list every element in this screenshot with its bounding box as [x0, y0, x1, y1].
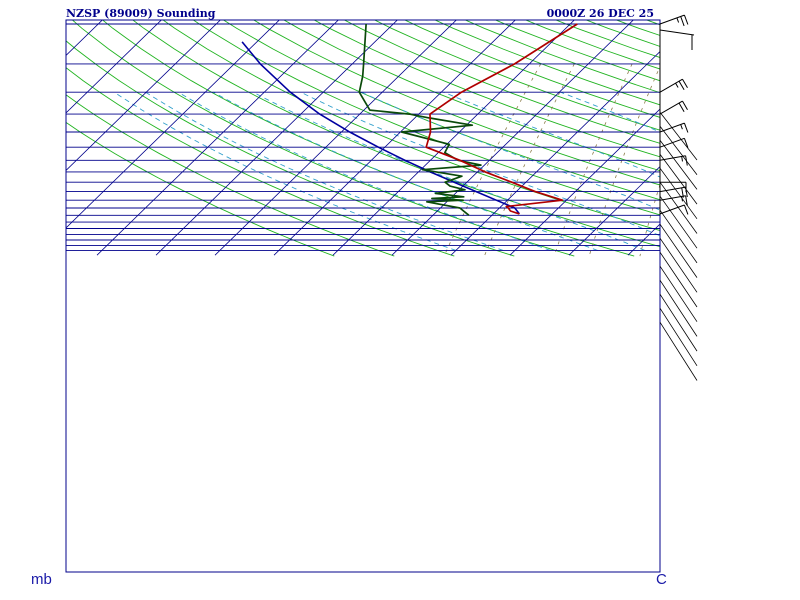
index-connector [659, 279, 698, 337]
dry-adiabat-320 [283, 20, 660, 172]
wind-barb-shaft [659, 14, 685, 25]
dry-adiabat-330 [313, 20, 660, 158]
index-connector [659, 293, 698, 352]
dry-adiabat-340 [343, 20, 660, 144]
wind-barb-flag [683, 14, 689, 25]
wind-barb-shaft [659, 78, 683, 93]
moist-adiabat--24 [177, 91, 551, 251]
index-connector [659, 167, 698, 220]
index-connector [659, 29, 695, 36]
sounding-traces [241, 23, 578, 216]
wind-barb-flag [680, 124, 683, 130]
wind-barb-shaft [659, 195, 686, 201]
moist-adiabat--40 [114, 91, 457, 251]
isotherm--130 [66, 20, 162, 114]
wind-barb-flag [685, 195, 688, 206]
mixing-ratio-line-0.2 [483, 63, 575, 257]
wind-barb-flag [675, 82, 679, 88]
wind-barb-flag [680, 16, 685, 27]
wind-barb-flag [678, 80, 685, 91]
index-connector [659, 265, 698, 322]
wind-barb-flag [682, 78, 688, 89]
dewpoint-trace [358, 23, 482, 216]
chart-title: NZSP (89009) Sounding [66, 7, 216, 20]
wind-barb-flag [682, 100, 688, 111]
index-connector [659, 237, 698, 293]
mixing-ratio-line-1 [588, 65, 660, 257]
index-connector [659, 111, 698, 161]
index-connector [659, 251, 698, 308]
mixing-ratio-line-2 [639, 183, 660, 257]
wind-barb-flag [683, 204, 689, 215]
dry-adiabat-290 [192, 20, 660, 216]
parcel-trace [241, 41, 521, 215]
index-connector [659, 139, 698, 190]
index-connector [659, 223, 698, 278]
isotherm--120 [66, 20, 221, 171]
sounding-indices-panel [659, 29, 698, 381]
pressure-unit-label: mb [31, 571, 52, 588]
isotherm--140 [66, 20, 103, 56]
moist-adiabat-0 [300, 91, 660, 237]
wind-barb-shaft [659, 186, 686, 193]
wind-barb-flag [681, 187, 684, 198]
index-connector [659, 181, 698, 234]
index-connector [659, 321, 698, 381]
wind-barb-shaft [659, 204, 685, 215]
wind-barb-flag [681, 156, 683, 162]
wind-barb-flag [683, 138, 689, 148]
index-connector [659, 195, 698, 249]
index-connector [659, 125, 698, 175]
temperature-trace [425, 23, 578, 215]
index-connector [659, 307, 698, 367]
wind-barb-flag [683, 122, 689, 133]
index-connector [659, 209, 698, 264]
temperature-unit-label: C [656, 571, 667, 588]
wind-barb-flag [676, 17, 680, 23]
chart-datetime: 0000Z 26 DEC 25 [547, 7, 654, 20]
wind-barb-shaft [659, 100, 683, 115]
mixing-ratio-line-0.1 [443, 63, 542, 257]
dry-adiabat-360 [403, 20, 660, 118]
dry-adiabat-350 [373, 20, 660, 131]
index-connector [659, 153, 698, 205]
wind-barb-flag [678, 102, 685, 113]
dry-adiabat-310 [252, 20, 660, 186]
plot-frame [65, 19, 661, 573]
